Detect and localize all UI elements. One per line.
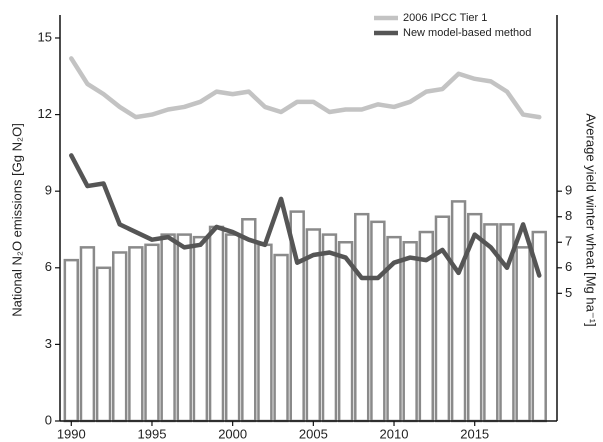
x-tick-label: 1995 — [138, 426, 167, 441]
bar — [176, 233, 192, 423]
y-tick-label: 6 — [45, 259, 52, 274]
y2-tick-label: 8 — [565, 208, 572, 223]
bar — [321, 233, 338, 423]
x-tick-label: 2000 — [218, 426, 247, 441]
bar — [144, 243, 160, 423]
y-tick-label: 12 — [38, 106, 52, 121]
y-tick-label: 9 — [45, 183, 52, 198]
y-tick-label: 0 — [45, 412, 52, 427]
x-tick-label: 2010 — [380, 426, 409, 441]
y2-axis-label: Average yield winter wheat [Mg ha⁻¹] — [584, 113, 599, 326]
x-tick-label: 2005 — [299, 426, 328, 441]
bar — [160, 233, 176, 423]
y2-tick-label: 6 — [565, 259, 572, 274]
bar — [434, 215, 451, 423]
bar — [224, 233, 241, 423]
y2-tick-label: 7 — [565, 234, 572, 249]
bar — [273, 253, 289, 423]
bar — [95, 266, 112, 423]
y2-tick-label: 9 — [565, 183, 572, 198]
bar — [208, 225, 225, 423]
series-line — [69, 56, 542, 120]
bar — [402, 241, 418, 423]
legend-label: 2006 IPCC Tier 1 — [403, 12, 487, 24]
y-tick-label: 3 — [45, 336, 52, 351]
legend-label: New model-based method — [403, 27, 531, 39]
bar — [112, 251, 128, 423]
bar — [79, 246, 96, 423]
x-tick-label: 2015 — [460, 426, 489, 441]
bar — [241, 218, 257, 423]
y2-tick-label: 5 — [565, 285, 572, 300]
bar — [515, 246, 531, 423]
y-tick-label: 15 — [38, 29, 52, 44]
bar — [63, 258, 80, 423]
bar — [370, 220, 386, 423]
y-axis-label: National N₂O emissions [Gg N₂O] — [9, 123, 24, 317]
bar — [192, 235, 209, 423]
series-line — [69, 153, 542, 281]
bar — [450, 200, 467, 423]
bar — [354, 212, 370, 423]
bar — [128, 246, 144, 423]
bar — [337, 241, 354, 423]
x-tick-label: 1990 — [57, 426, 86, 441]
bar — [257, 243, 273, 423]
